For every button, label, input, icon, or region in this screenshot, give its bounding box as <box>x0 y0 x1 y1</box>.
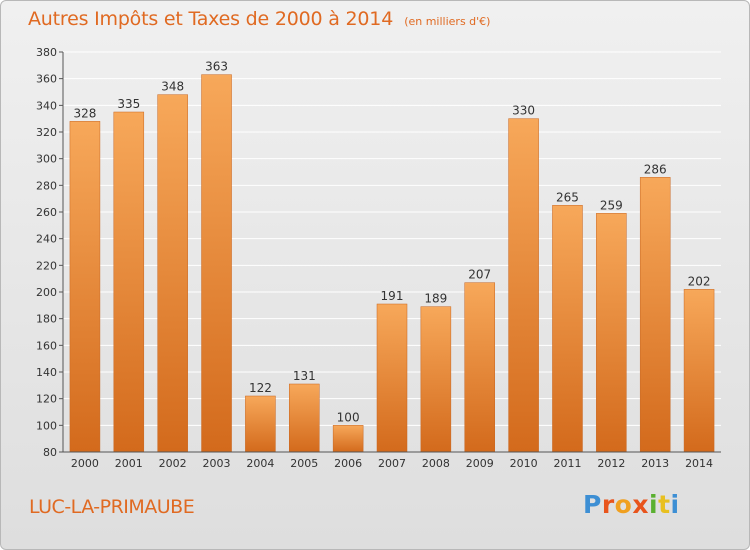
chart-subtitle: (en milliers d'€) <box>404 15 491 28</box>
y-tick-label: 340 <box>36 99 57 112</box>
logo-letter: i <box>670 490 680 519</box>
data-label: 131 <box>293 369 316 383</box>
logo-letter: o <box>614 490 633 519</box>
logo-letter: t <box>658 490 671 519</box>
bar-2000[interactable] <box>69 121 101 453</box>
y-tick-label: 80 <box>43 446 57 459</box>
proxiti-logo[interactable]: Proxiti <box>583 490 680 519</box>
logo-letter: i <box>649 490 659 519</box>
data-label: 363 <box>205 60 228 74</box>
y-tick-label: 200 <box>36 286 57 299</box>
bar-2004[interactable] <box>245 395 276 453</box>
x-tick-label: 2004 <box>246 457 274 470</box>
bar-2002[interactable] <box>157 94 188 453</box>
data-label: 328 <box>73 106 96 120</box>
y-tick-label: 320 <box>36 126 57 139</box>
x-tick-label: 2014 <box>685 457 713 470</box>
logo-letter: P <box>583 490 602 519</box>
bar-2006[interactable] <box>332 425 364 453</box>
x-tick-label: 2003 <box>203 457 231 470</box>
bar-2007[interactable] <box>376 303 408 453</box>
bar-2005[interactable] <box>289 383 320 453</box>
x-tick-label: 2007 <box>378 457 406 470</box>
x-tick-label: 2002 <box>159 457 187 470</box>
y-tick-label: 180 <box>36 313 57 326</box>
bar-2003[interactable] <box>201 74 232 453</box>
data-label: 348 <box>161 80 184 94</box>
x-tick-label: 2008 <box>422 457 450 470</box>
x-tick-label: 2011 <box>553 457 581 470</box>
bar-2010[interactable] <box>508 118 539 453</box>
data-label: 259 <box>600 198 623 212</box>
y-tick-label: 120 <box>36 393 57 406</box>
data-label: 100 <box>337 410 360 424</box>
y-tick-label: 240 <box>36 233 57 246</box>
title-row: Autres Impôts et Taxes de 2000 à 2014 (e… <box>28 8 490 30</box>
bar-2012[interactable] <box>596 213 627 453</box>
bar-2013[interactable] <box>639 177 671 453</box>
logo-letter: r <box>601 490 615 519</box>
y-tick-label: 360 <box>36 73 57 86</box>
y-tick-label: 100 <box>36 419 57 432</box>
data-label: 286 <box>644 162 667 176</box>
bar-2009[interactable] <box>464 282 495 453</box>
data-label: 265 <box>556 190 579 204</box>
bars <box>69 74 715 453</box>
x-tick-label: 2005 <box>290 457 318 470</box>
chart-title: Autres Impôts et Taxes de 2000 à 2014 <box>28 8 394 30</box>
y-axis-ticks: 80 100 120 140 160 180 200 220 240 260 280 300 320 34… <box>36 46 721 459</box>
data-label: 207 <box>468 268 491 282</box>
y-tick-label: 140 <box>36 366 57 379</box>
y-tick-label: 280 <box>36 179 57 192</box>
commune-name: LUC-LA-PRIMAUBE <box>29 496 195 518</box>
x-axis-ticks: 2000 2001 2002 2003 2004 2005 2006 2007 2008 2009… <box>71 457 713 470</box>
bar-2011[interactable] <box>552 205 583 453</box>
data-label: 330 <box>512 104 535 118</box>
data-label: 122 <box>249 381 272 395</box>
data-label: 189 <box>424 292 447 306</box>
y-tick-label: 380 <box>36 46 57 59</box>
bar-2008[interactable] <box>420 306 452 453</box>
x-tick-label: 2006 <box>334 457 362 470</box>
x-tick-label: 2013 <box>641 457 669 470</box>
x-tick-label: 2010 <box>510 457 538 470</box>
x-tick-label: 2012 <box>597 457 625 470</box>
x-tick-label: 2000 <box>71 457 99 470</box>
data-label: 191 <box>381 289 404 303</box>
bar-2014[interactable] <box>683 289 715 453</box>
y-tick-label: 220 <box>36 259 57 272</box>
y-tick-label: 300 <box>36 153 57 166</box>
y-tick-label: 160 <box>36 339 57 352</box>
logo-letter: x <box>632 490 649 519</box>
data-label: 335 <box>117 97 140 111</box>
data-label: 202 <box>688 274 711 288</box>
x-tick-label: 2001 <box>115 457 143 470</box>
bar-2001[interactable] <box>113 111 145 453</box>
data-labels: 328 335 348 363 122 131 100 191 189 207 330 265 259 2… <box>73 60 710 425</box>
y-tick-label: 260 <box>36 206 57 219</box>
x-tick-label: 2009 <box>466 457 494 470</box>
